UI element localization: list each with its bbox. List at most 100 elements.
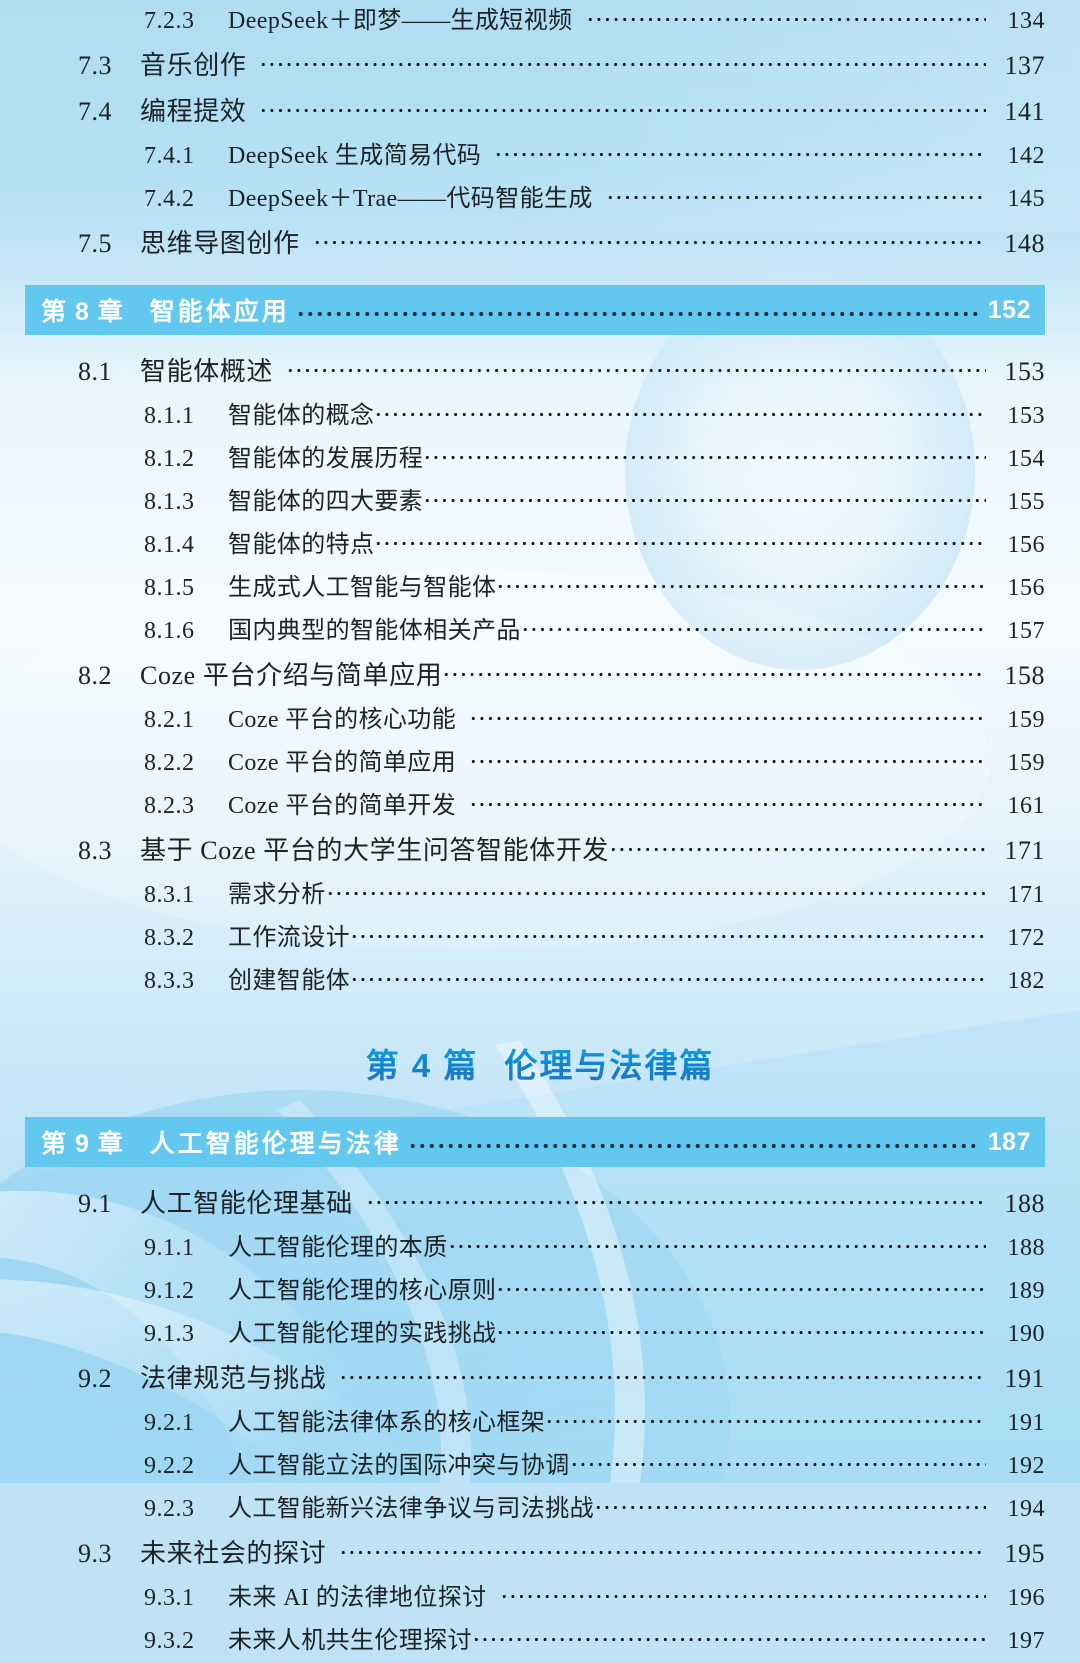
entry-title: Coze 平台的简单应用 — [228, 750, 457, 776]
page-number: 188 — [1004, 1189, 1045, 1218]
toc-entry[interactable]: 8.2.3 Coze 平台的简单开发 161 — [144, 785, 1045, 828]
dot-leader — [499, 1581, 986, 1605]
entry-title: DeepSeek 生成简易代码 — [228, 143, 482, 169]
toc-entry[interactable]: 9.3.2 未来人机共生伦理探讨 197 — [144, 1620, 1045, 1663]
dot-leader — [442, 658, 986, 684]
entry-title: DeepSeek＋Trae——代码智能生成 — [228, 186, 593, 212]
page-number: 191 — [1004, 1364, 1045, 1393]
entry-number: 8.1 — [78, 357, 112, 386]
dot-leader — [350, 964, 986, 988]
toc-entry[interactable]: 8.1.2 智能体的发展历程 154 — [144, 438, 1045, 481]
page-number: 196 — [1007, 1585, 1045, 1611]
entry-title: 未来社会的探讨 — [140, 1539, 327, 1568]
toc-entry[interactable]: 8.2 Coze 平台介绍与简单应用 158 — [78, 653, 1045, 699]
entry-title: 人工智能伦理的核心原则 — [228, 1278, 497, 1304]
page-number: 141 — [1004, 97, 1045, 126]
page-number: 194 — [1007, 1496, 1045, 1522]
dot-leader — [407, 1130, 979, 1155]
toc-entry[interactable]: 8.3.1 需求分析 171 — [144, 874, 1045, 917]
entry-number: 9.1.1 — [144, 1235, 195, 1261]
dot-leader — [569, 1449, 986, 1473]
toc-entry[interactable]: 8.1.4 智能体的特点 156 — [144, 524, 1045, 567]
dot-leader — [339, 1536, 986, 1562]
toc-entry[interactable]: 7.4 编程提效 141 — [78, 89, 1045, 135]
dot-leader — [295, 298, 979, 323]
chapter-number: 第 9 章 — [41, 1130, 124, 1158]
toc-entry[interactable]: 7.4.2 DeepSeek＋Trae——代码智能生成 145 — [144, 178, 1045, 221]
entry-title: DeepSeek＋即梦——生成短视频 — [228, 8, 573, 34]
entry-title: Coze 平台介绍与简单应用 — [140, 661, 443, 690]
toc-entry[interactable]: 9.1 人工智能伦理基础 188 — [78, 1181, 1045, 1227]
page-number: 159 — [1007, 707, 1045, 733]
page-number: 134 — [1007, 8, 1045, 34]
dot-leader — [374, 399, 986, 423]
toc-entry[interactable]: 9.3.1 未来 AI 的法律地位探讨 196 — [144, 1577, 1045, 1620]
entry-title: 国内典型的智能体相关产品 — [228, 618, 521, 644]
entry-number: 8.3 — [78, 836, 112, 865]
chapter-title: 智能体应用 — [149, 298, 290, 326]
page-number: 156 — [1007, 532, 1045, 558]
entry-title: 人工智能立法的国际冲突与协调 — [228, 1453, 570, 1479]
toc-entry[interactable]: 7.4.1 DeepSeek 生成简易代码 142 — [144, 135, 1045, 178]
entry-title: Coze 平台的简单开发 — [228, 793, 457, 819]
toc-entry[interactable]: 8.1.6 国内典型的智能体相关产品 157 — [144, 610, 1045, 653]
page-number: 157 — [1007, 618, 1045, 644]
entry-title: 未来人机共生伦理探讨 — [228, 1628, 472, 1654]
toc-entry[interactable]: 8.1 智能体概述 153 — [78, 349, 1045, 395]
dot-leader — [350, 921, 986, 945]
dot-leader — [259, 94, 986, 120]
toc-entry[interactable]: 8.2.1 Coze 平台的核心功能 159 — [144, 699, 1045, 742]
toc-entry[interactable]: 7.5 思维导图创作 148 — [78, 221, 1045, 267]
entry-title: 音乐创作 — [140, 51, 247, 80]
entry-number: 9.2.3 — [144, 1496, 195, 1522]
toc-entry[interactable]: 8.1.5 生成式人工智能与智能体 156 — [144, 567, 1045, 610]
toc-entry[interactable]: 8.1.3 智能体的四大要素 155 — [144, 481, 1045, 524]
toc-entry[interactable]: 8.1.1 智能体的概念 153 — [144, 395, 1045, 438]
entry-number: 9.3 — [78, 1539, 112, 1568]
entry-title: 人工智能新兴法律争议与司法挑战 — [228, 1496, 594, 1522]
toc-entry[interactable]: 8.3.3 创建智能体 182 — [144, 960, 1045, 1003]
chapter-banner[interactable]: 第 9 章人工智能伦理与法律 187 — [25, 1117, 1045, 1167]
toc-entry[interactable]: 9.1.1 人工智能伦理的本质 188 — [144, 1227, 1045, 1270]
toc-entry[interactable]: 8.3.2 工作流设计 172 — [144, 917, 1045, 960]
page-number: 156 — [1007, 575, 1045, 601]
part-number: 第 4 篇 — [365, 1047, 479, 1084]
page-number: 188 — [1007, 1235, 1045, 1261]
toc-entry[interactable]: 8.3 基于 Coze 平台的大学生问答智能体开发 171 — [78, 828, 1045, 874]
dot-leader — [447, 1231, 986, 1255]
entry-title: 人工智能伦理的实践挑战 — [228, 1321, 497, 1347]
chapter-banner[interactable]: 第 8 章智能体应用 152 — [25, 285, 1045, 335]
table-of-contents: 7.2.3 DeepSeek＋即梦——生成短视频 134 7.3 音乐创作 137 7.4 编… — [25, 0, 1045, 1654]
page-number: 195 — [1004, 1539, 1045, 1568]
toc-entry[interactable]: 8.2.2 Coze 平台的简单应用 159 — [144, 742, 1045, 785]
toc-entry[interactable]: 7.2.3 DeepSeek＋即梦——生成短视频 134 — [144, 0, 1045, 43]
dot-leader — [469, 746, 986, 770]
entry-title: 智能体的特点 — [228, 532, 375, 558]
toc-entry[interactable]: 9.2.1 人工智能法律体系的核心框架 191 — [144, 1402, 1045, 1445]
toc-entry[interactable]: 9.2.2 人工智能立法的国际冲突与协调 192 — [144, 1445, 1045, 1488]
page-number: 153 — [1007, 403, 1045, 429]
entry-number: 8.3.3 — [144, 968, 195, 994]
dot-leader — [325, 878, 986, 902]
entry-number: 8.3.2 — [144, 925, 195, 951]
page-number: 154 — [1007, 446, 1045, 472]
toc-entry[interactable]: 9.1.3 人工智能伦理的实践挑战 190 — [144, 1313, 1045, 1356]
chapter-title: 人工智能伦理与法律 — [149, 1130, 402, 1158]
toc-entry[interactable]: 9.2.3 人工智能新兴法律争议与司法挑战 194 — [144, 1488, 1045, 1531]
entry-title: Coze 平台的核心功能 — [228, 707, 457, 733]
dot-leader — [259, 48, 986, 74]
toc-entry[interactable]: 9.1.2 人工智能伦理的核心原则 189 — [144, 1270, 1045, 1313]
page-number: 189 — [1007, 1278, 1045, 1304]
page-number: 190 — [1007, 1321, 1045, 1347]
entry-number: 9.2.1 — [144, 1410, 195, 1436]
toc-entry[interactable]: 7.3 音乐创作 137 — [78, 43, 1045, 89]
entry-title: 未来 AI 的法律地位探讨 — [228, 1585, 487, 1611]
entry-number: 9.1 — [78, 1189, 112, 1218]
toc-entry[interactable]: 9.3 未来社会的探讨 195 — [78, 1531, 1045, 1577]
dot-leader — [423, 442, 986, 466]
toc-entry[interactable]: 9.2 法律规范与挑战 191 — [78, 1356, 1045, 1402]
dot-leader — [594, 1492, 986, 1516]
dot-leader — [496, 571, 986, 595]
entry-title: 法律规范与挑战 — [140, 1364, 327, 1393]
entry-title: 人工智能伦理基础 — [140, 1189, 353, 1218]
